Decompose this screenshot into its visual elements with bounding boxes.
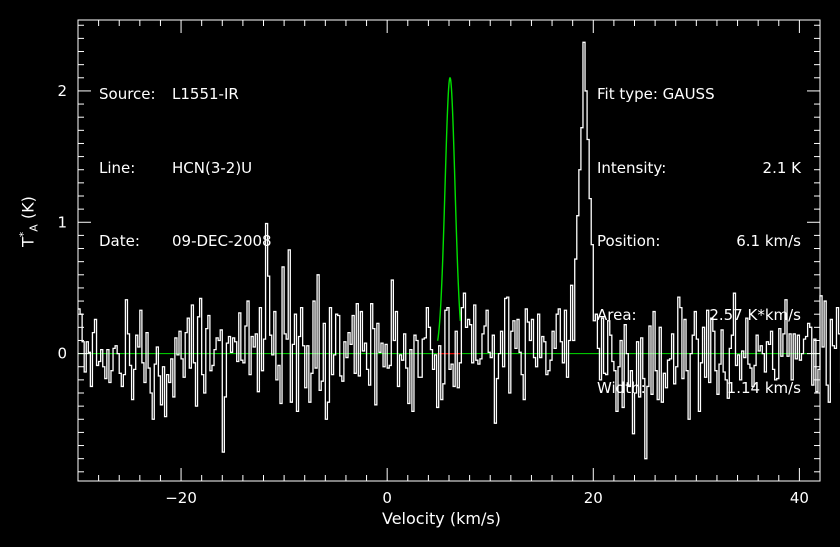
position-label: Position: (597, 232, 661, 250)
area-value: 2.57 K*km/s (709, 305, 801, 324)
y-axis-label-base: T (18, 237, 38, 247)
width-value: 1.14 km/s (726, 379, 801, 397)
spectrum-line (78, 41, 840, 460)
position-value: 6.1 km/s (736, 232, 801, 250)
fit-type-row: Fit type: GAUSS (597, 82, 801, 107)
line-label: Line: (99, 158, 136, 177)
area-row: Area: 2.57 K*km/s (597, 303, 801, 328)
gaussian-fit-line (436, 77, 462, 341)
y-tick-label: 1 (57, 213, 67, 231)
x-tick-label: 20 (584, 489, 603, 507)
width-label: Width: (597, 379, 646, 397)
x-tick-label: 40 (790, 489, 809, 507)
y-axis-label-unit: (K) (18, 196, 38, 220)
x-axis-label: Velocity (km/s) (382, 509, 501, 528)
source-info-panel: Source: L1551-IR Line: HCN(3-2)U Date: 09-D… (99, 33, 272, 278)
y-tick-label: 0 (57, 345, 67, 363)
area-label: Area: (597, 305, 637, 324)
date-row: Date: 09-DEC-2008 (99, 229, 272, 254)
y-tick-label: 2 (57, 82, 67, 100)
date-value: 09-DEC-2008 (172, 232, 272, 250)
fit-info-panel: Fit type: GAUSS Intensity: 2.1 K Position… (597, 33, 801, 425)
x-tick-label: 0 (382, 489, 392, 507)
intensity-row: Intensity: 2.1 K (597, 156, 801, 181)
width-row: Width: 1.14 km/s (597, 376, 801, 401)
intensity-label: Intensity: (597, 158, 667, 177)
source-label: Source: (99, 85, 156, 103)
source-row: Source: L1551-IR (99, 82, 272, 107)
source-value: L1551-IR (172, 85, 239, 103)
y-axis-label: T*A (K) (17, 196, 41, 247)
y-axis-label-sub: A (27, 224, 41, 232)
position-row: Position: 6.1 km/s (597, 229, 801, 254)
intensity-value: 2.1 K (762, 158, 801, 177)
y-axis-label-sup: * (17, 231, 30, 238)
line-row: Line: HCN(3-2)U (99, 156, 272, 181)
x-tick-label: −20 (165, 489, 197, 507)
date-label: Date: (99, 232, 140, 250)
fit-type-text: Fit type: GAUSS (597, 85, 715, 103)
line-value: HCN(3-2)U (172, 158, 253, 177)
